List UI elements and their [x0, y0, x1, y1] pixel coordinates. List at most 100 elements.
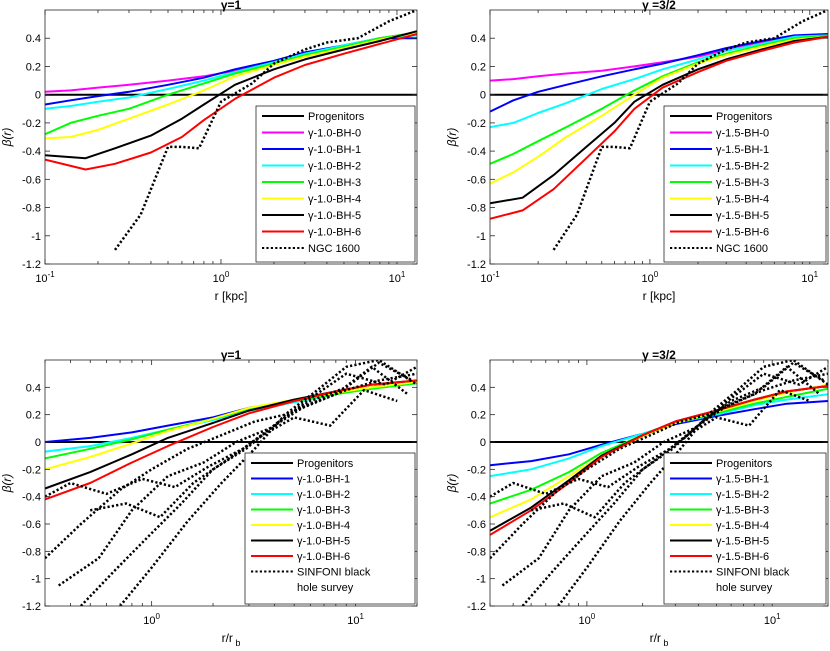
legend-label: γ-1.5-BH-5 — [716, 210, 769, 222]
legend-label: NGC 1600 — [716, 243, 768, 255]
y-tick-label: -0.8 — [22, 203, 41, 215]
legend-label: γ-1.5-BH-2 — [716, 489, 769, 501]
legend-label: γ-1.0-BH-0 — [308, 128, 361, 140]
x-tick-label: 100 — [143, 612, 160, 627]
x-tick-label: 100 — [579, 612, 596, 627]
y-tick-label: -0.6 — [467, 519, 486, 531]
series-line-7 — [490, 385, 828, 536]
series-group — [45, 10, 417, 251]
x-tick-label: 101 — [389, 270, 406, 285]
y-tick-label: -0.6 — [467, 174, 486, 186]
axes-box — [489, 359, 829, 607]
y-axis-label: β(r) — [0, 128, 14, 148]
x-tick-label: 101 — [801, 270, 818, 285]
axes-box — [44, 359, 418, 607]
x-axis-label: r [kpc] — [643, 289, 676, 303]
y-tick-label: -0.6 — [22, 519, 41, 531]
legend: Progenitors γ-1.5-BH-0 γ-1.5-BH-1 γ-1.5-BH-… — [663, 105, 827, 263]
chart-panel-3: -1.2 -1 -0.8 -0.6 -0.4 -0.2 0 0.2 0.4 100 101 γ=1 r/… — [0, 348, 418, 648]
series-line-7 — [490, 35, 828, 205]
y-tick-label: -1.2 — [22, 259, 41, 271]
y-tick-label: 0.4 — [471, 382, 486, 394]
legend-label: SINFONI black hole survey — [297, 567, 371, 595]
series-group — [490, 10, 828, 251]
legend-label: Progenitors — [297, 458, 354, 470]
series-line-3 — [490, 33, 828, 113]
series-line-9 — [113, 10, 417, 251]
series-line-13 — [530, 388, 811, 519]
series-line-8 — [490, 35, 828, 220]
series-group — [490, 360, 828, 606]
y-tick-label: 0.4 — [26, 33, 41, 45]
x-tick-label: 101 — [764, 612, 781, 627]
y-tick-label: -0.4 — [22, 146, 41, 158]
y-tick-label: -0.4 — [467, 492, 486, 504]
y-tick-label: -1 — [31, 574, 41, 586]
legend-label: γ-1.0-BH-1 — [297, 474, 350, 486]
y-tick-label: 0.4 — [471, 33, 486, 45]
y-tick-label: -1 — [31, 231, 41, 243]
y-tick-label: 0 — [35, 437, 41, 449]
y-tick-label: 0 — [35, 90, 41, 102]
legend-label: γ-1.5-BH-1 — [716, 474, 769, 486]
x-tick-label: 101 — [347, 612, 364, 627]
series-line-9 — [501, 365, 821, 587]
y-tick-label: 0.4 — [26, 382, 41, 394]
chart-title: γ=1 — [221, 0, 242, 12]
legend: Progenitors γ-1.0-BH-0 γ-1.0-BH-1 γ-1.0-BH-… — [255, 105, 416, 263]
legend: Progenitors γ-1.5-BH-1 γ-1.5-BH-2 γ-1.5-BH-… — [663, 452, 827, 605]
series-line-5 — [45, 380, 417, 471]
y-tick-label: -0.2 — [467, 464, 486, 476]
x-tick-label: 10-1 — [480, 270, 500, 285]
legend-label: γ-1.5-BH-1 — [716, 144, 769, 156]
legend-label: NGC 1600 — [308, 243, 360, 255]
series-line-7 — [45, 30, 417, 160]
legend-label: γ-1.0-BH-4 — [308, 194, 361, 206]
y-tick-label: 0.2 — [471, 61, 486, 73]
y-tick-label: -0.8 — [22, 546, 41, 558]
legend-label: γ-1.5-BH-4 — [716, 520, 769, 532]
chart-title: γ=1 — [221, 348, 242, 362]
axes-box — [44, 9, 418, 265]
legend-label: γ-1.0-BH-6 — [297, 551, 350, 563]
series-line-8 — [45, 33, 417, 171]
x-tick-label: 100 — [642, 270, 659, 285]
legend-label: γ-1.5-BH-0 — [716, 128, 769, 140]
y-axis-label: β(r) — [0, 474, 14, 494]
series-line-11 — [79, 361, 414, 606]
legend-label: γ-1.0-BH-5 — [297, 536, 350, 548]
legend-label: SINFONI black hole survey — [716, 567, 790, 595]
series-line-6 — [45, 31, 417, 140]
legend-label: γ-1.0-BH-6 — [308, 227, 361, 239]
chart-title: γ =3/2 — [642, 348, 676, 362]
series-line-5 — [490, 34, 828, 165]
series-line-11 — [521, 361, 825, 606]
x-axis-label: r [kpc] — [215, 289, 248, 303]
series-line-13 — [89, 388, 398, 519]
y-tick-label: 0.2 — [471, 410, 486, 422]
legend-label: γ-1.0-BH-3 — [297, 505, 350, 517]
legend-label: γ-1.0-BH-2 — [297, 489, 350, 501]
chart-panel-2: -1.2 -1 -0.8 -0.6 -0.4 -0.2 0 0.2 0.4 10-1 100 101 γ… — [445, 0, 829, 303]
y-axis-label: β(r) — [445, 474, 459, 494]
y-tick-label: -0.4 — [467, 146, 486, 158]
series-line-5 — [45, 31, 417, 136]
legend-label: γ-1.0-BH-4 — [297, 520, 350, 532]
legend-label: γ-1.5-BH-6 — [716, 551, 769, 563]
legend-label: γ-1.5-BH-2 — [716, 161, 769, 173]
series-line-2 — [490, 34, 828, 82]
y-tick-label: 0.2 — [26, 61, 41, 73]
chart-title: γ =3/2 — [642, 0, 676, 12]
legend-label: γ-1.5-BH-4 — [716, 194, 769, 206]
y-tick-label: -0.2 — [22, 464, 41, 476]
legend: Progenitors γ-1.0-BH-1 γ-1.0-BH-2 γ-1.0-BH-… — [244, 452, 416, 605]
x-tick-label: 10-1 — [35, 270, 55, 285]
y-tick-label: -0.4 — [22, 492, 41, 504]
y-tick-label: -0.2 — [467, 118, 486, 130]
legend-label: γ-1.5-BH-3 — [716, 177, 769, 189]
series-line-8 — [45, 372, 417, 560]
y-axis-label: β(r) — [445, 128, 459, 148]
y-tick-label: -1.2 — [467, 601, 486, 613]
legend-label: γ-1.0-BH-2 — [308, 161, 361, 173]
